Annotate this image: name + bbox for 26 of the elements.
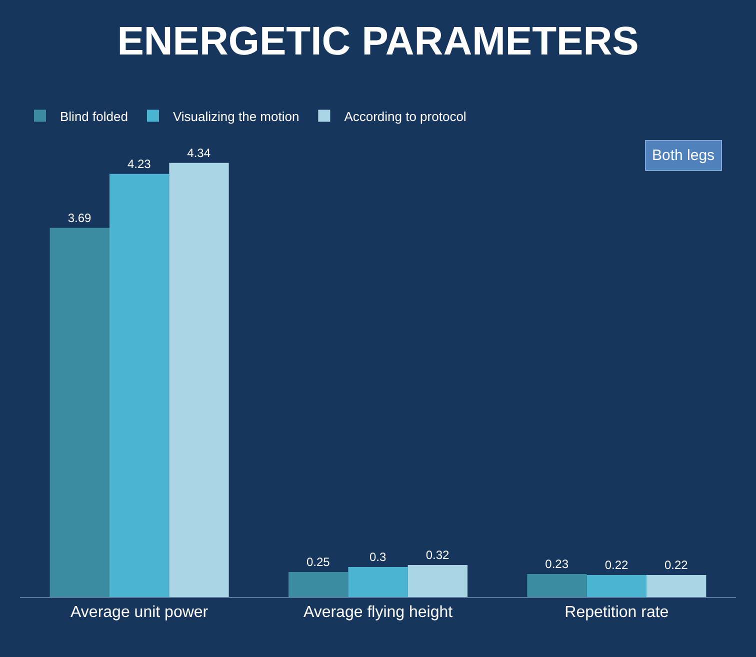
x-tick-label: Average unit power: [70, 604, 209, 622]
bar: [288, 572, 348, 597]
bar: [348, 566, 408, 597]
legend-label: Blind folded: [60, 108, 128, 124]
data-label: 0.22: [664, 558, 688, 572]
data-label: 0.32: [426, 548, 450, 562]
data-label: 4.34: [187, 146, 211, 160]
bar: [646, 574, 706, 597]
x-tick-label: Average flying height: [303, 604, 454, 622]
data-label: 0.3: [369, 550, 387, 564]
legend-label: According to protocol: [344, 108, 466, 124]
data-label: 0.22: [604, 558, 629, 572]
data-label: 4.23: [127, 156, 152, 171]
chart-title: ENERGETIC PARAMETERS: [117, 19, 639, 64]
data-label: 3.69: [68, 210, 92, 225]
data-label: 0.25: [306, 554, 330, 569]
bar: [408, 564, 468, 597]
data-label: 0.23: [545, 556, 569, 571]
legend-label: Visualizing the motion: [172, 108, 300, 124]
bar: [169, 162, 229, 597]
bar: [50, 228, 110, 597]
x-tick-label: Repetition rate: [564, 604, 669, 622]
bar: [586, 574, 646, 597]
bar: [110, 174, 170, 597]
annotation: Both legs: [652, 147, 715, 164]
bar: [527, 574, 587, 597]
